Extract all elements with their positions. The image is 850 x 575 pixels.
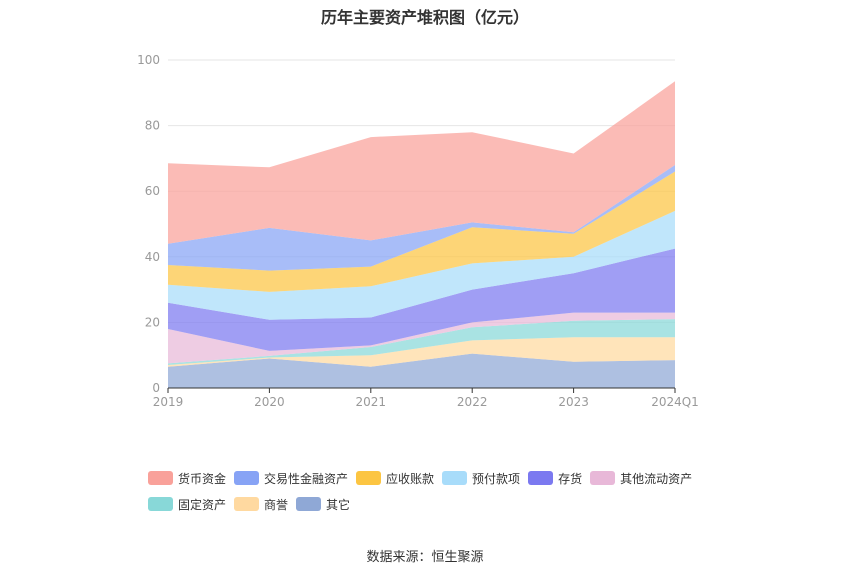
legend-label: 存货: [558, 471, 583, 486]
legend-swatch: [356, 471, 382, 485]
axes: 0 20 40 60 80 100 2019 2020 2021 2022 2023 2024Q1: [137, 53, 699, 409]
y-tick-label: 40: [145, 250, 160, 264]
area-series-货币资金[interactable]: [168, 81, 675, 244]
legend-item[interactable]: 其他流动资产: [590, 470, 692, 486]
area-series-固定资产[interactable]: [168, 319, 675, 365]
legend-label: 应收账款: [386, 471, 435, 486]
x-tick-label: 2019: [153, 395, 184, 409]
area-series: [168, 81, 675, 388]
x-tick-label: 2020: [254, 395, 285, 409]
legend-swatch: [528, 471, 554, 485]
y-tick-label: 100: [137, 53, 160, 67]
legend-swatch: [296, 497, 322, 511]
x-tick-label: 2022: [457, 395, 488, 409]
legend-item[interactable]: 存货: [528, 470, 582, 486]
legend-label: 货币资金: [178, 471, 227, 486]
legend-swatch: [590, 471, 616, 485]
x-tick-label: 2023: [558, 395, 589, 409]
data-source: 数据来源：恒生聚源: [366, 550, 484, 565]
x-tick-label: 2021: [356, 395, 387, 409]
legend-label: 其它: [326, 497, 351, 512]
legend-item[interactable]: 交易性金融资产: [234, 470, 348, 486]
y-tick-label: 80: [145, 119, 160, 133]
area-series-应收账款[interactable]: [168, 171, 675, 292]
legend-label: 商誉: [264, 497, 289, 512]
legend-swatch: [234, 497, 260, 511]
area-series-商誉[interactable]: [168, 337, 675, 367]
area-series-预付款项[interactable]: [168, 210, 675, 320]
area-series-其他流动资产[interactable]: [168, 312, 675, 364]
legend-item[interactable]: 固定资产: [148, 496, 226, 512]
legend-item[interactable]: 其它: [296, 496, 350, 512]
legend-label: 预付款项: [472, 471, 521, 486]
legend-item[interactable]: 预付款项: [442, 470, 520, 486]
chart-title: 历年主要资产堆积图（亿元）: [320, 8, 529, 27]
y-tick-label: 0: [152, 381, 160, 395]
legend-swatch: [234, 471, 260, 485]
area-series-交易性金融资产[interactable]: [168, 165, 675, 271]
area-series-存货[interactable]: [168, 248, 675, 351]
legend-swatch: [148, 497, 173, 511]
x-tick-label: 2024Q1: [651, 395, 699, 409]
legend: 货币资金 交易性金融资产 应收账款 预付款项 存货 其他流动资产固定资产 商誉 其它: [148, 470, 728, 522]
legend-label: 固定资产: [178, 497, 227, 512]
legend-swatch: [442, 471, 468, 485]
legend-item[interactable]: 应收账款: [356, 470, 434, 486]
legend-label: 其他流动资产: [620, 471, 693, 486]
stacked-area-chart: 0 20 40 60 80 100 2019 2020 2021 2022 2023 2024Q1: [137, 53, 699, 409]
y-tick-label: 60: [145, 184, 160, 198]
legend-label: 交易性金融资产: [264, 471, 349, 486]
area-series-其它[interactable]: [168, 353, 675, 388]
legend-item[interactable]: 商誉: [234, 496, 288, 512]
legend-item[interactable]: 货币资金: [148, 470, 226, 486]
legend-swatch: [148, 471, 173, 485]
y-tick-label: 20: [145, 315, 160, 329]
